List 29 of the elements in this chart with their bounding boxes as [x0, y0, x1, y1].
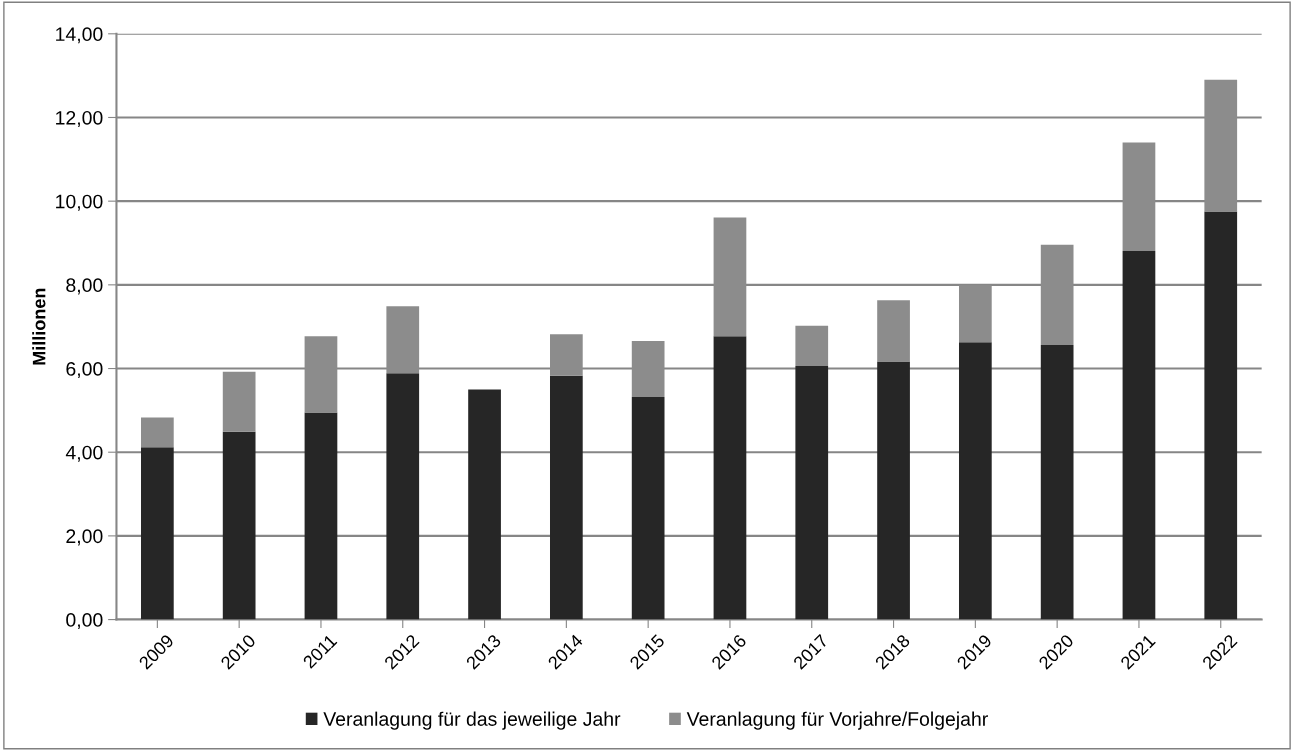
bar	[795, 366, 829, 620]
bar	[222, 431, 256, 620]
bar	[877, 361, 910, 620]
bar	[1122, 250, 1156, 620]
bar	[1040, 345, 1074, 620]
bar	[877, 300, 910, 362]
bar	[550, 375, 583, 620]
y-tick-label: 12,00	[56, 110, 103, 128]
bar	[958, 342, 992, 620]
y-tick-label: 6,00	[66, 361, 103, 379]
bar	[141, 447, 174, 620]
y-tick-label: 4,00	[65, 445, 103, 462]
bar	[468, 389, 501, 620]
bar	[304, 412, 338, 620]
bar	[713, 336, 747, 620]
bar	[386, 373, 420, 620]
bar	[222, 371, 256, 432]
y-tick-label: 10,00	[56, 194, 103, 211]
bar	[1204, 211, 1238, 620]
y-tick-label: 14,00	[56, 27, 103, 44]
y-axis-title: Millionen	[32, 288, 46, 365]
y-tick-label: 0,00	[66, 613, 103, 630]
legend-label: Veranlagung für Vorjahre/Folgejahr	[686, 711, 988, 730]
legend-label: Veranlagung für das jeweilige Jahr	[323, 711, 621, 730]
y-tick-label: 2,00	[66, 529, 103, 546]
y-tick-label: 8,00	[66, 278, 103, 295]
bar	[631, 396, 665, 620]
bar	[795, 325, 829, 367]
bar	[141, 417, 174, 448]
